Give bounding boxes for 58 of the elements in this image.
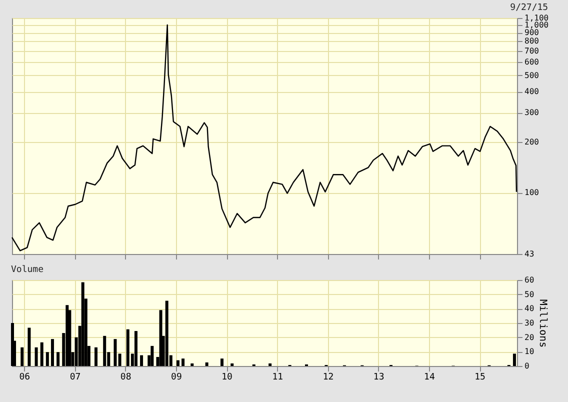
y-tick-label: 200 (524, 138, 540, 147)
y-tick-label: 10 (524, 347, 534, 356)
bar (140, 355, 144, 366)
y-tick-label: 700 (524, 46, 540, 56)
bar (182, 358, 185, 366)
y-tick-label: 60 (524, 276, 534, 284)
bar (268, 363, 272, 366)
text: 9/27/15 (510, 3, 548, 13)
chart-title: Volume (11, 265, 44, 275)
bar (220, 358, 224, 366)
y-tick-label: 800 (524, 36, 540, 46)
bar (40, 342, 44, 366)
bar (205, 362, 208, 366)
y-tick-label: 1,100 (524, 14, 549, 22)
bar (34, 347, 38, 366)
x-tick-label: 13 (373, 372, 384, 382)
y-tick-label: 900 (524, 28, 540, 38)
bar (50, 339, 54, 366)
bar (103, 336, 106, 366)
bar (56, 352, 60, 366)
bar (81, 282, 84, 366)
bar (230, 363, 234, 366)
bar (114, 339, 117, 366)
bar (150, 346, 154, 366)
bar (94, 347, 98, 366)
y-tick-label: 40 (524, 304, 534, 314)
bar (134, 331, 138, 366)
line-series (11, 24, 518, 252)
y-tick-label: 100 (524, 188, 540, 198)
y-tick-label: 20 (524, 332, 534, 342)
bar (165, 300, 168, 366)
x-tick-label: 09 (171, 372, 182, 382)
x-tick-label: 14 (424, 372, 435, 382)
y-tick-label: 0 (524, 362, 530, 370)
bar (20, 347, 24, 366)
y-tick-label: 500 (524, 70, 540, 80)
bar (159, 310, 162, 366)
y-tick-label: 400 (524, 87, 540, 96)
y-tick-label: 600 (524, 58, 540, 67)
y-tick-label: 30 (524, 318, 534, 328)
bar (118, 354, 122, 366)
bar (190, 363, 194, 366)
x-tick-label: 11 (272, 372, 284, 382)
y-tick-label: 43 (524, 250, 534, 258)
bar (28, 328, 31, 366)
bar (176, 360, 180, 366)
x-tick-label: 15 (474, 372, 486, 382)
bar (512, 354, 516, 366)
x-tick-label: 08 (120, 372, 132, 382)
x-tick-label: 07 (70, 372, 81, 382)
y-tick-label: 300 (524, 108, 540, 118)
y-tick-label: 1,000 (524, 20, 549, 30)
x-tick-label: 06 (19, 372, 30, 382)
y-tick-label: 50 (524, 290, 534, 299)
y-axis-title: Millions (537, 299, 548, 348)
bar (46, 352, 49, 366)
x-tick-label: 12 (322, 372, 334, 382)
x-tick-label: 10 (222, 372, 232, 382)
